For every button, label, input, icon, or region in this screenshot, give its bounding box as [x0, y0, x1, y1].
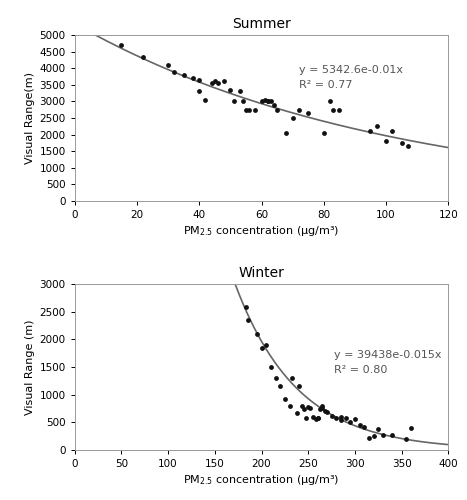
- Point: [242, 303, 249, 311]
- Point: [261, 96, 269, 104]
- Point: [318, 404, 326, 412]
- Point: [189, 74, 197, 82]
- Point: [196, 88, 203, 96]
- Point: [326, 98, 334, 106]
- Point: [262, 341, 270, 349]
- Point: [382, 137, 390, 145]
- Title: Winter: Winter: [239, 266, 284, 280]
- Point: [306, 404, 314, 412]
- Point: [351, 415, 359, 423]
- Point: [253, 330, 261, 338]
- Point: [314, 414, 321, 422]
- Point: [321, 408, 329, 416]
- Point: [196, 76, 203, 84]
- Point: [180, 71, 187, 79]
- Point: [286, 402, 293, 409]
- Text: y = 39438e-0.015x
R² = 0.80: y = 39438e-0.015x R² = 0.80: [334, 350, 442, 375]
- Point: [258, 344, 265, 351]
- Point: [258, 98, 265, 106]
- X-axis label: PM$_{2.5}$ concentration (μg/m³): PM$_{2.5}$ concentration (μg/m³): [184, 224, 340, 238]
- Point: [264, 98, 271, 106]
- Point: [365, 434, 373, 442]
- Point: [303, 414, 310, 422]
- Point: [309, 413, 317, 421]
- Point: [298, 402, 305, 409]
- Point: [304, 109, 312, 117]
- Point: [267, 98, 275, 106]
- Point: [300, 404, 307, 412]
- Point: [272, 374, 279, 382]
- X-axis label: PM$_{2.5}$ concentration (μg/m³): PM$_{2.5}$ concentration (μg/m³): [184, 473, 340, 487]
- Point: [375, 425, 382, 433]
- Point: [214, 79, 222, 87]
- Point: [208, 79, 215, 87]
- Point: [244, 316, 251, 324]
- Point: [295, 382, 303, 390]
- Point: [333, 414, 340, 422]
- Point: [323, 408, 331, 416]
- Point: [242, 106, 250, 114]
- Point: [270, 100, 278, 108]
- Point: [202, 96, 209, 104]
- Point: [337, 413, 345, 421]
- Point: [220, 78, 228, 86]
- Text: y = 5342.6e-0.01x
R² = 0.77: y = 5342.6e-0.01x R² = 0.77: [299, 65, 403, 90]
- Point: [404, 142, 411, 150]
- Point: [361, 423, 368, 431]
- Point: [289, 374, 296, 382]
- Y-axis label: Visual Range(m): Visual Range(m): [25, 72, 35, 164]
- Point: [236, 88, 243, 96]
- Point: [320, 129, 327, 137]
- Point: [245, 106, 253, 114]
- Point: [373, 122, 381, 130]
- Point: [318, 402, 326, 409]
- Point: [407, 424, 415, 432]
- Y-axis label: Visual Range (m): Visual Range (m): [25, 320, 35, 415]
- Point: [314, 414, 321, 422]
- Point: [389, 128, 396, 136]
- Point: [328, 412, 335, 420]
- Point: [389, 431, 396, 439]
- Point: [295, 106, 303, 114]
- Point: [239, 98, 247, 106]
- Title: Summer: Summer: [232, 17, 291, 31]
- Point: [356, 421, 363, 429]
- Point: [170, 68, 178, 76]
- Point: [336, 106, 343, 114]
- Point: [289, 114, 297, 122]
- Point: [164, 61, 172, 69]
- Point: [337, 416, 345, 424]
- Point: [398, 139, 405, 147]
- Point: [317, 404, 324, 412]
- Point: [342, 414, 349, 422]
- Point: [329, 106, 337, 114]
- Point: [226, 86, 234, 94]
- Point: [283, 129, 290, 137]
- Point: [312, 415, 319, 423]
- Point: [230, 98, 237, 106]
- Point: [281, 395, 289, 403]
- Point: [267, 363, 275, 371]
- Point: [403, 435, 410, 443]
- Point: [264, 98, 271, 106]
- Point: [252, 106, 259, 114]
- Point: [347, 418, 354, 426]
- Point: [293, 409, 301, 417]
- Point: [211, 78, 219, 86]
- Point: [276, 382, 284, 390]
- Point: [118, 41, 125, 49]
- Point: [304, 403, 312, 411]
- Point: [367, 128, 374, 136]
- Point: [273, 106, 281, 114]
- Point: [370, 432, 377, 440]
- Point: [379, 431, 387, 439]
- Point: [140, 52, 147, 60]
